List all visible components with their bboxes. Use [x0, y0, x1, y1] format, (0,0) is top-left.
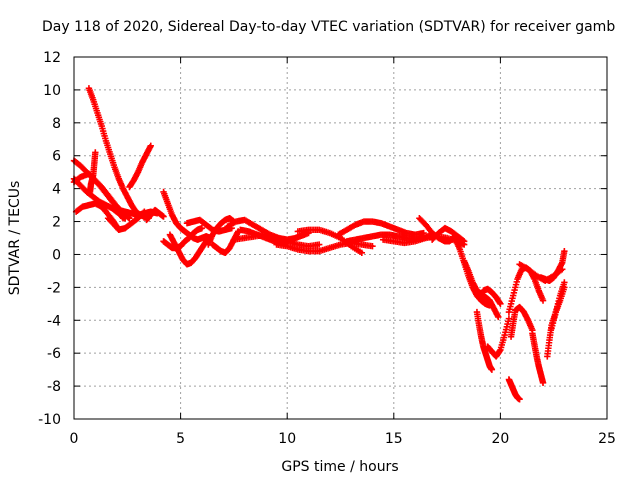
y-tick-label: 0 [52, 247, 61, 263]
series-sat-33 [507, 303, 536, 340]
data-point [561, 247, 568, 255]
series-sat-31 [480, 285, 504, 308]
x-tick-label: 20 [491, 431, 509, 447]
series-sat-30 [484, 315, 513, 360]
x-tick-label: 0 [70, 431, 79, 447]
data-point [126, 215, 133, 222]
data-point [358, 249, 366, 257]
x-tick-label: 15 [385, 431, 403, 447]
data-point [459, 237, 467, 244]
data-point [119, 215, 127, 222]
y-tick-label: 12 [43, 50, 61, 66]
y-tick-label: 4 [52, 182, 61, 198]
y-tick-label: -10 [38, 412, 61, 428]
series-sat-22 [335, 218, 427, 238]
series-sat-20 [273, 239, 376, 255]
grid [74, 57, 607, 419]
x-tick-label: 10 [278, 431, 296, 447]
series-sat-10 [143, 206, 167, 224]
y-axis-label: SDTVAR / TECUs [7, 181, 23, 296]
data-point [460, 238, 468, 245]
y-tick-label: 6 [52, 149, 61, 165]
data-points [70, 85, 568, 403]
series-sat-39 [548, 279, 568, 332]
x-tick-labels: 0 5 10 15 20 25 [70, 431, 616, 447]
data-point [198, 224, 206, 232]
y-tick-label: 10 [43, 83, 61, 99]
data-point [561, 279, 568, 286]
series-sat-29 [473, 308, 496, 373]
series-sat-6 [86, 149, 99, 196]
data-point [369, 243, 376, 250]
series-sat-28 [460, 257, 502, 321]
y-tick-label: -8 [47, 379, 61, 395]
data-point [516, 396, 523, 403]
data-point [488, 366, 496, 373]
series-sat-35 [505, 376, 523, 403]
x-tick-label: 5 [176, 431, 185, 447]
series-sat-32 [505, 264, 547, 316]
series-sat-25 [416, 215, 457, 245]
y-tick-labels: -10 -8 -6 -4 -2 0 2 4 6 8 10 12 [38, 50, 61, 428]
data-point [315, 241, 323, 248]
series-sat-38 [544, 284, 568, 360]
x-axis-label: GPS time / hours [281, 459, 398, 475]
series-sat-13 [166, 231, 212, 268]
y-tick-label: 8 [52, 116, 61, 132]
y-tick-label: -4 [47, 313, 61, 329]
plot-frame [73, 56, 608, 420]
series-sat-37 [537, 247, 568, 284]
y-tick-label: -2 [47, 280, 61, 296]
y-tick-label: -6 [47, 346, 61, 362]
data-point [160, 213, 167, 220]
data-point [539, 297, 547, 304]
data-point [495, 313, 502, 321]
series-sat-8 [126, 142, 154, 191]
data-point [497, 300, 504, 308]
series-sat-34 [529, 330, 547, 386]
chart-title: Day 118 of 2020, Sidereal Day-to-day VTE… [42, 19, 615, 35]
y-tick-label: 2 [52, 215, 61, 231]
series-sat-26 [428, 224, 468, 245]
data-point [539, 379, 547, 386]
x-tick-label: 25 [598, 431, 616, 447]
data-point [147, 142, 154, 150]
data-point [86, 188, 94, 196]
